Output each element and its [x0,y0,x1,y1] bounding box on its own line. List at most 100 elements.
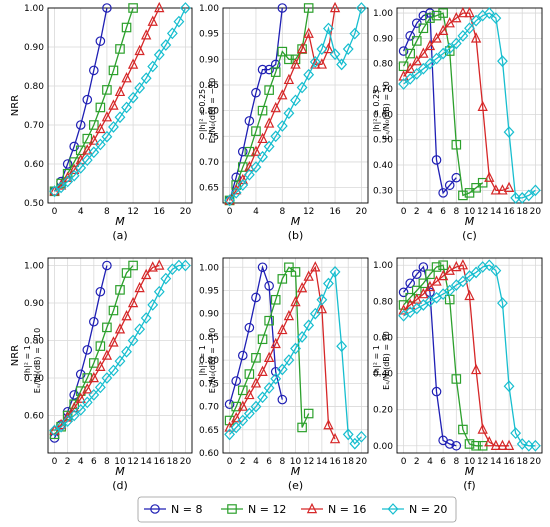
x-tick-label: 8 [104,457,110,467]
data-point [224,428,236,441]
data-point [141,29,152,40]
data-point [418,47,429,58]
data-point [134,82,146,94]
data-point [277,274,288,284]
x-tick-label: 18 [517,207,529,217]
data-point [82,383,93,394]
data-point [283,354,295,367]
data-point [108,364,119,377]
data-point [237,179,249,191]
data-point [88,371,99,383]
annotation-text: |h|² = 0.25Eₛ/N₀(dB) = −10 [198,78,217,143]
data-point [270,294,281,305]
data-point [127,58,139,69]
x-tick-label: 20 [180,457,192,467]
data-point [418,278,429,289]
data-point [398,304,409,315]
data-point [303,27,314,38]
data-point [457,29,469,42]
data-point [173,15,185,28]
x-tick-label: 6 [91,457,97,467]
y-tick-label: 0.60 [24,160,44,170]
x-tick-label: 18 [343,457,355,467]
data-point [398,287,409,298]
x-tick-label: 16 [154,457,166,467]
y-tick-label: 0.80 [373,60,393,70]
y-tick-label: 0.75 [199,379,219,389]
data-point [329,432,341,444]
data-point [270,59,281,70]
x-tick-label: 14 [140,457,152,467]
x-tick-label: 20 [530,457,542,467]
data-point [147,261,158,272]
annotation-text: |h|² = 1Eₛ/N₀(dB) = −10 [23,328,42,393]
data-point [483,259,495,272]
chart-panel: 0.60 0.65 0.70 0.75 0.80 0.85 0.90 0.95 1.00 0 2 4 6… [198,257,369,492]
data-point [224,399,235,410]
annotation-text: |h|² = 1Eₛ/N₀(dB) = −10 [198,328,217,393]
data-point [89,316,99,327]
legend-marker [150,504,160,514]
legend-label: N = 20 [409,503,447,516]
data-point [264,85,274,95]
data-point [303,3,314,13]
data-point [342,43,354,55]
panel-label: (f) [463,479,475,492]
x-tick-label: 0 [401,457,407,467]
x-tick-label: 14 [316,457,328,467]
data-point [438,188,448,198]
y-axis-label: NRR [10,345,21,366]
data-point [458,190,468,201]
data-point [276,363,288,376]
data-point [451,374,462,384]
data-point [323,419,334,430]
data-point [310,261,321,272]
y-tick-label: 0.90 [199,55,219,65]
data-point [237,414,249,427]
y-axis-label: NRR [10,95,21,116]
data-point [477,100,488,111]
data-point [464,188,475,198]
data-point [303,319,315,332]
data-point [437,269,449,281]
data-point [418,287,429,299]
data-point [257,132,268,144]
data-point [438,8,448,18]
data-point [283,107,295,120]
data-point [296,282,308,293]
data-point [398,70,409,81]
x-tick-label: 8 [279,457,285,467]
data-point [290,342,301,355]
data-point [95,286,106,297]
data-point [349,437,361,450]
annotation-line: Eₛ/N₀(dB) = 10 [382,331,391,390]
data-point [283,309,295,321]
chart-panel: 0.65 0.70 0.75 0.80 0.85 0.90 0.95 1.00 0 4 8 12 16 2… [198,1,369,242]
x-tick-label: 6 [440,457,446,467]
data-point [62,159,73,169]
plot-frame [222,7,369,204]
data-point [95,36,106,46]
panel-label: (e) [288,479,303,492]
x-tick-label: 12 [477,457,488,467]
data-point [464,439,475,449]
panel-label: (b) [288,229,304,242]
data-point [296,331,308,343]
data-point [251,87,261,98]
x-tick-label: 20 [356,457,368,467]
data-point [128,260,138,271]
series-line [403,12,536,199]
data-point [251,292,261,303]
data-point [316,293,328,306]
data-point [277,89,288,100]
chart-panel: 0.300.400.500.600.700.800.901.000 2 4 6 8 10 1… [372,6,543,242]
data-point [490,439,502,450]
data-point [62,415,74,428]
x-tick-label: 12 [303,207,314,217]
data-point [95,341,106,351]
data-point [102,260,112,271]
x-tick-label: 8 [453,207,459,217]
x-tick-label: 4 [253,207,259,217]
data-point [231,376,241,386]
series-line [403,12,484,197]
